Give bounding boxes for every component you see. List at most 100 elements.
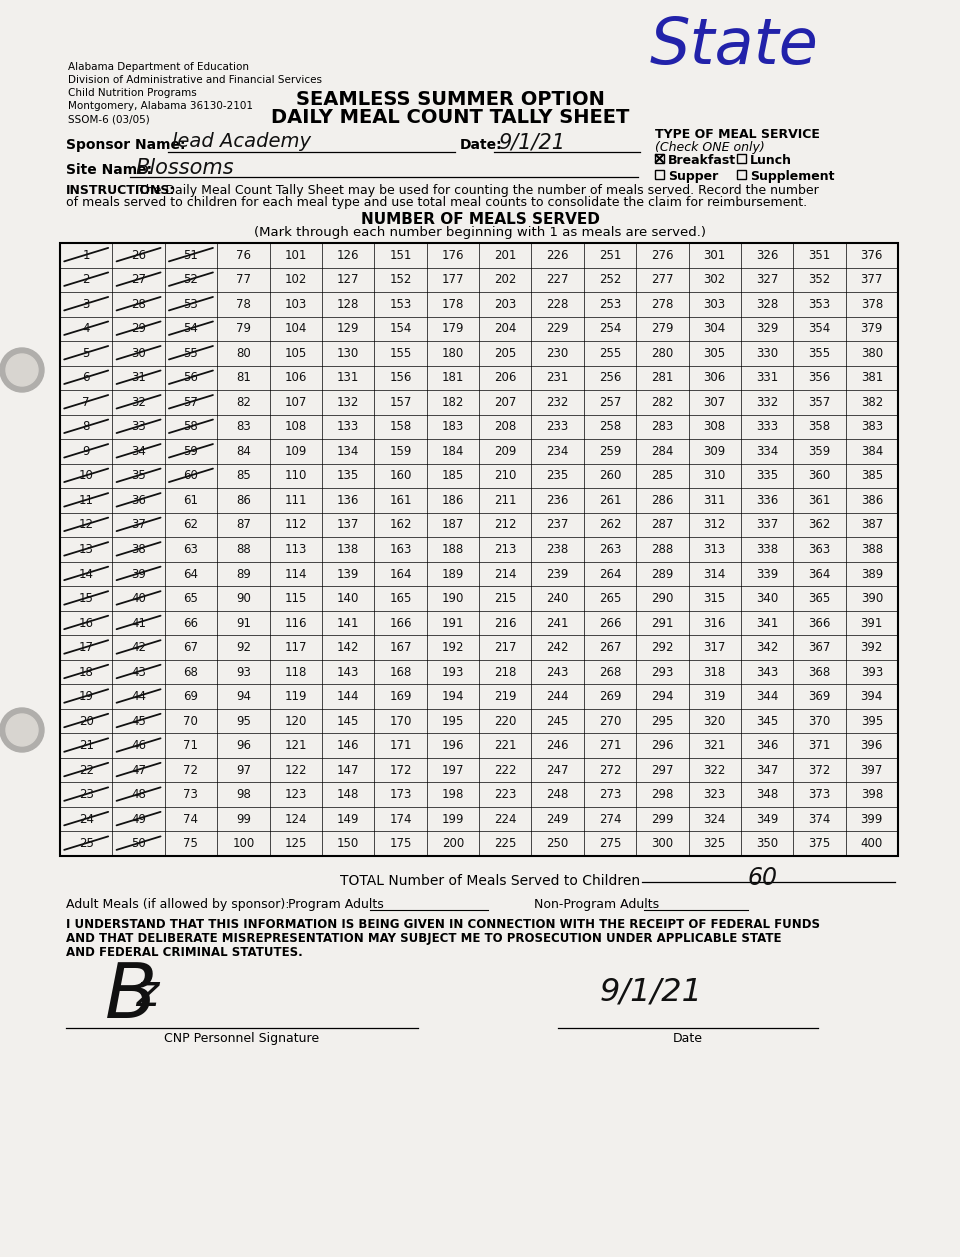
Text: 138: 138 [337,543,359,556]
Text: 68: 68 [183,666,199,679]
Text: 217: 217 [494,641,516,654]
Text: 386: 386 [861,494,883,507]
Text: 240: 240 [546,592,568,605]
Text: 206: 206 [494,371,516,385]
Text: 235: 235 [546,469,568,483]
Text: 56: 56 [183,371,199,385]
Text: 173: 173 [389,788,412,801]
Text: 327: 327 [756,273,779,287]
Text: 89: 89 [236,567,251,581]
Text: 214: 214 [494,567,516,581]
Text: State: State [650,15,819,77]
Text: 90: 90 [236,592,251,605]
Text: 357: 357 [808,396,830,409]
Text: 257: 257 [599,396,621,409]
Text: 14: 14 [79,567,94,581]
Text: 46: 46 [132,739,146,752]
Text: 273: 273 [599,788,621,801]
Text: 285: 285 [651,469,673,483]
Text: 275: 275 [599,837,621,850]
Text: 221: 221 [494,739,516,752]
Text: 30: 30 [132,347,146,360]
Text: 140: 140 [337,592,359,605]
Text: 93: 93 [236,666,251,679]
Text: 231: 231 [546,371,568,385]
Text: 251: 251 [599,249,621,261]
Text: 80: 80 [236,347,251,360]
Text: 29: 29 [132,322,146,336]
Text: 114: 114 [284,567,307,581]
Text: 385: 385 [861,469,883,483]
Text: 286: 286 [651,494,674,507]
Text: 365: 365 [808,592,830,605]
Text: 306: 306 [704,371,726,385]
Text: 147: 147 [337,764,359,777]
Text: 122: 122 [284,764,307,777]
Text: Sponsor Name:: Sponsor Name: [66,138,185,152]
Text: 185: 185 [442,469,464,483]
Text: 197: 197 [442,764,464,777]
Text: 48: 48 [132,788,146,801]
Text: 6: 6 [83,371,90,385]
Text: 309: 309 [704,445,726,458]
Text: 7: 7 [83,396,90,409]
Text: 264: 264 [599,567,621,581]
Text: 162: 162 [389,518,412,532]
Text: 155: 155 [390,347,412,360]
Text: 328: 328 [756,298,779,310]
Text: Montgomery, Alabama 36130-2101: Montgomery, Alabama 36130-2101 [68,101,253,111]
Text: 294: 294 [651,690,674,703]
Text: 142: 142 [337,641,359,654]
Text: 278: 278 [651,298,674,310]
Text: 111: 111 [284,494,307,507]
Text: 43: 43 [132,666,146,679]
Text: 20: 20 [79,715,94,728]
Text: 158: 158 [390,420,412,434]
Text: 315: 315 [704,592,726,605]
Text: Adult Meals (if allowed by sponsor):: Adult Meals (if allowed by sponsor): [66,897,290,911]
Text: 54: 54 [183,322,199,336]
Text: 76: 76 [236,249,251,261]
Text: Alabama Department of Education: Alabama Department of Education [68,62,249,72]
Text: 165: 165 [389,592,412,605]
Text: 11: 11 [79,494,94,507]
Text: 1: 1 [83,249,90,261]
Text: 74: 74 [183,813,199,826]
Text: 364: 364 [808,567,830,581]
Text: 170: 170 [389,715,412,728]
Text: 358: 358 [808,420,830,434]
Text: 236: 236 [546,494,568,507]
Text: 177: 177 [442,273,464,287]
Text: 81: 81 [236,371,251,385]
Text: 135: 135 [337,469,359,483]
Text: 265: 265 [599,592,621,605]
Text: 372: 372 [808,764,830,777]
Text: 347: 347 [756,764,779,777]
Text: 210: 210 [494,469,516,483]
Circle shape [0,348,44,392]
Text: 186: 186 [442,494,464,507]
Text: 367: 367 [808,641,830,654]
Text: 198: 198 [442,788,464,801]
Text: 199: 199 [442,813,464,826]
Text: 360: 360 [808,469,830,483]
Text: 82: 82 [236,396,251,409]
Text: 13: 13 [79,543,94,556]
Text: 313: 313 [704,543,726,556]
Text: 180: 180 [442,347,464,360]
Text: 394: 394 [860,690,883,703]
Text: 343: 343 [756,666,779,679]
Text: 105: 105 [284,347,307,360]
Text: 324: 324 [704,813,726,826]
Text: 25: 25 [79,837,94,850]
Text: 184: 184 [442,445,464,458]
Text: 243: 243 [546,666,568,679]
Text: 263: 263 [599,543,621,556]
Text: 8: 8 [83,420,90,434]
Text: 398: 398 [861,788,883,801]
Text: 291: 291 [651,617,674,630]
Text: 311: 311 [704,494,726,507]
Text: 355: 355 [808,347,830,360]
Text: 151: 151 [389,249,412,261]
Text: 18: 18 [79,666,94,679]
